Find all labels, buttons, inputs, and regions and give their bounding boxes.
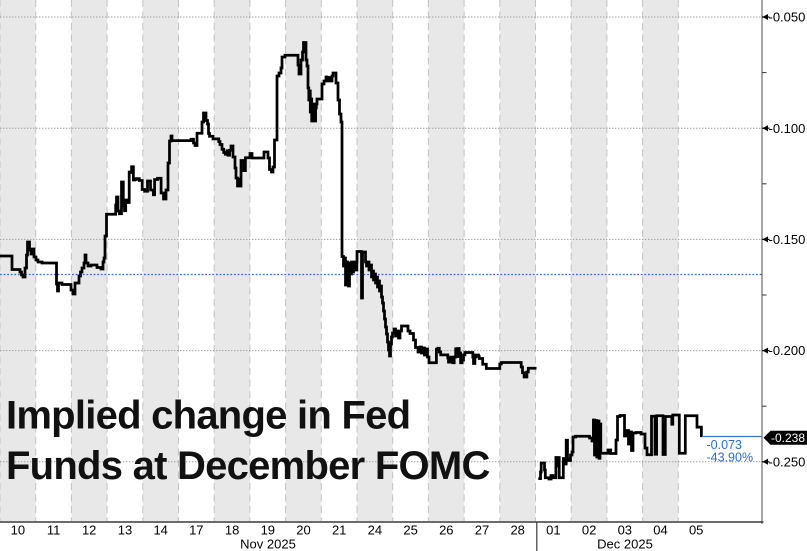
svg-text:-43.90%: -43.90%	[707, 451, 754, 465]
svg-text:25: 25	[403, 523, 417, 538]
svg-text:03: 03	[618, 523, 632, 538]
svg-text:18: 18	[225, 523, 239, 538]
svg-text:17: 17	[189, 523, 203, 538]
svg-text:-0.250: -0.250	[769, 454, 806, 469]
svg-text:-0.200: -0.200	[769, 343, 806, 358]
svg-text:01: 01	[546, 523, 560, 538]
svg-text:-0.073: -0.073	[707, 438, 742, 452]
svg-text:10: 10	[11, 523, 25, 538]
svg-text:21: 21	[332, 523, 346, 538]
svg-text:-0.150: -0.150	[769, 232, 806, 247]
svg-text:28: 28	[510, 523, 524, 538]
svg-text:Nov 2025: Nov 2025	[240, 537, 296, 551]
svg-text:26: 26	[439, 523, 453, 538]
svg-text:-0.238: -0.238	[771, 431, 805, 445]
svg-text:04: 04	[653, 523, 667, 538]
svg-text:-0.050: -0.050	[769, 10, 806, 25]
svg-text:Funds at December FOMC: Funds at December FOMC	[6, 444, 490, 488]
svg-text:Dec 2025: Dec 2025	[597, 537, 653, 551]
svg-text:-0.100: -0.100	[769, 121, 806, 136]
svg-text:20: 20	[296, 523, 310, 538]
svg-text:02: 02	[582, 523, 596, 538]
svg-text:19: 19	[261, 523, 275, 538]
svg-text:24: 24	[368, 523, 382, 538]
svg-text:13: 13	[118, 523, 132, 538]
svg-text:11: 11	[47, 523, 61, 538]
svg-text:27: 27	[475, 523, 489, 538]
svg-text:Implied change in Fed: Implied change in Fed	[6, 394, 410, 438]
svg-text:12: 12	[82, 523, 96, 538]
svg-text:05: 05	[689, 523, 703, 538]
svg-text:14: 14	[153, 523, 167, 538]
